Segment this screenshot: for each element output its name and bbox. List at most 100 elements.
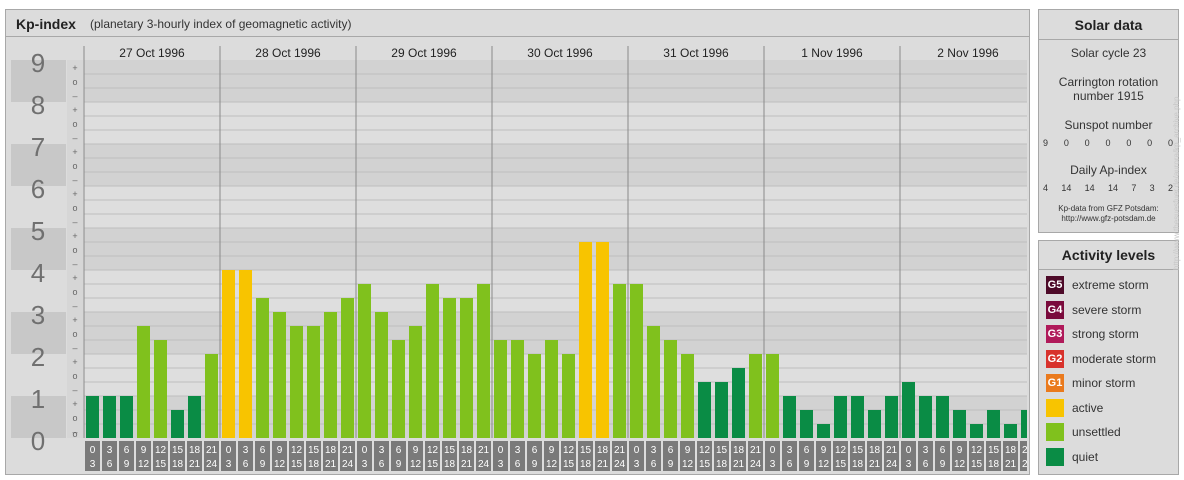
- interval-end-label: 18: [308, 459, 320, 470]
- day-header-row: [84, 46, 1027, 60]
- thirds-label: –: [72, 133, 77, 143]
- thirds-label: o: [72, 371, 77, 381]
- legend-label: strong storm: [1072, 327, 1139, 341]
- interval-start-label: 0: [362, 445, 368, 456]
- interval-start-label: 12: [291, 445, 303, 456]
- kp-bar: [936, 396, 949, 438]
- interval-start-label: 6: [804, 445, 810, 456]
- interval-box: [731, 441, 746, 471]
- interval-start-label: 9: [549, 445, 555, 456]
- interval-end-label: 9: [260, 459, 266, 470]
- kp-bar: [953, 409, 966, 438]
- thirds-label: o: [72, 413, 77, 423]
- interval-box: [238, 441, 253, 471]
- day-label: 28 Oct 1996: [255, 46, 321, 60]
- kp-bar: [511, 340, 524, 438]
- ap-value: 14: [1061, 183, 1072, 193]
- interval-box: [170, 441, 185, 471]
- kp-bar: [443, 298, 456, 438]
- interval-end-label: 9: [532, 459, 538, 470]
- thirds-label: o: [72, 203, 77, 213]
- thirds-label: o: [72, 287, 77, 297]
- interval-end-label: 24: [614, 459, 626, 470]
- interval-box: [799, 441, 814, 471]
- interval-end-label: 15: [291, 459, 303, 470]
- interval-box: [816, 441, 831, 471]
- carrington-line2: number 1915: [1073, 89, 1144, 103]
- kp-bar-chart: 0123456789+o–+o–+o–+o–+o–+o–+o–+o–+o–o27…: [11, 46, 1027, 471]
- interval-end-label: 3: [906, 459, 912, 470]
- interval-end-label: 6: [379, 459, 385, 470]
- interval-box: [935, 441, 950, 471]
- interval-start-label: 18: [869, 445, 881, 456]
- legend-item: G4 severe storm: [1046, 300, 1141, 319]
- kp-bar: [613, 283, 626, 438]
- interval-box: [306, 441, 321, 471]
- archive-watermark: http://www.thesuesfuer.de/aurora/kp_arch…: [1172, 96, 1181, 270]
- y-axis-band: [11, 312, 66, 354]
- kp-bar: [290, 325, 303, 438]
- kp-bar: [885, 396, 898, 438]
- interval-start-label: 3: [923, 445, 929, 456]
- interval-box: [748, 441, 763, 471]
- interval-end-label: 24: [1022, 459, 1027, 470]
- credit-link[interactable]: http://www.gfz-potsdam.de: [1061, 214, 1156, 223]
- interval-box: [459, 441, 474, 471]
- interval-end-label: 24: [206, 459, 218, 470]
- y-tick-label: 3: [31, 300, 45, 330]
- kp-bar: [528, 354, 541, 438]
- y-axis-band: [11, 186, 66, 228]
- kp-bar: [902, 382, 915, 438]
- interval-box: [969, 441, 984, 471]
- kp-bar: [477, 283, 490, 438]
- sunspot-value: 0: [1126, 138, 1132, 148]
- interval-box: [884, 441, 899, 471]
- kp-bar: [715, 382, 728, 438]
- legend-item: G5 extreme storm: [1046, 276, 1149, 294]
- interval-start-label: 3: [651, 445, 657, 456]
- kp-bar: [851, 396, 864, 438]
- thirds-label: o: [72, 77, 77, 87]
- interval-box: [323, 441, 338, 471]
- y-axis-band: [11, 102, 66, 144]
- interval-box: [204, 441, 219, 471]
- interval-end-label: 18: [172, 459, 184, 470]
- thirds-label: o: [72, 161, 77, 171]
- kp-bar: [324, 312, 337, 438]
- interval-end-label: 21: [597, 459, 609, 470]
- interval-start-label: 12: [155, 445, 167, 456]
- kp-bar: [783, 396, 796, 438]
- thirds-label: o: [72, 429, 77, 439]
- interval-box: [544, 441, 559, 471]
- interval-end-label: 18: [852, 459, 864, 470]
- kp-bar: [817, 424, 830, 438]
- kp-bar: [800, 409, 813, 438]
- kp-bar: [188, 396, 201, 438]
- interval-end-label: 18: [716, 459, 728, 470]
- interval-start-label: 0: [634, 445, 640, 456]
- interval-end-label: 24: [478, 459, 490, 470]
- thirds-label: –: [72, 301, 77, 311]
- interval-box: [374, 441, 389, 471]
- interval-box: [510, 441, 525, 471]
- kp-bar: [1004, 424, 1017, 438]
- kp-bar: [562, 354, 575, 438]
- legend-item: G2 moderate storm: [1046, 349, 1156, 368]
- activity-levels-title: Activity levels: [1061, 247, 1156, 263]
- ap-value: 4: [1043, 183, 1049, 193]
- legend-label: active: [1072, 400, 1104, 415]
- kp-bar: [239, 270, 252, 438]
- carrington-line1: Carrington rotation: [1058, 75, 1159, 89]
- plot-band: [84, 60, 1027, 102]
- kp-bar: [307, 325, 320, 438]
- interval-box: [221, 441, 236, 471]
- chart-title: Kp-index: [16, 16, 76, 32]
- interval-start-label: 21: [886, 445, 898, 456]
- legend-swatch: G2: [1046, 349, 1064, 368]
- interval-box: [340, 441, 355, 471]
- legend-swatch: G1: [1046, 374, 1064, 392]
- interval-start-label: 6: [940, 445, 946, 456]
- kp-bar: [834, 396, 847, 438]
- day-label: 2 Nov 1996: [937, 46, 999, 60]
- solar-data-title: Solar data: [1074, 17, 1143, 33]
